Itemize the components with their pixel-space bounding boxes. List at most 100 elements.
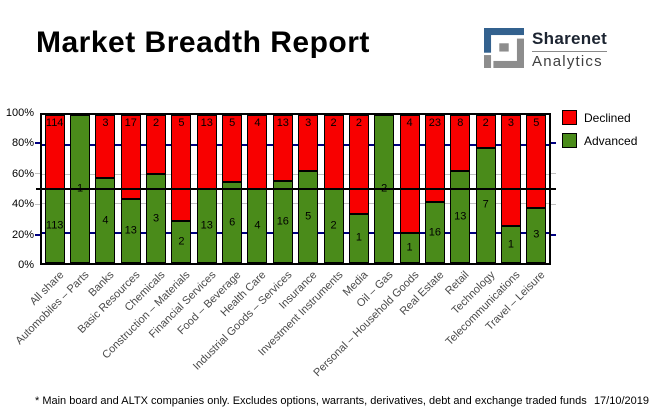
segment-advanced: 16 bbox=[424, 202, 445, 263]
advanced-value-label: 3 bbox=[153, 212, 160, 225]
declined-value-label: 3 bbox=[305, 117, 312, 129]
segment-declined: 2 bbox=[348, 115, 369, 214]
advanced-value-label: 2 bbox=[178, 235, 185, 248]
segment-advanced: 16 bbox=[272, 181, 293, 263]
chart-legend: Declined Advanced bbox=[562, 110, 637, 156]
declined-value-label: 5 bbox=[178, 117, 185, 129]
advanced-value-label: 16 bbox=[428, 226, 442, 239]
advanced-value-label: 4 bbox=[254, 219, 261, 232]
axis-tick-60 bbox=[35, 173, 40, 175]
advanced-value-label: 4 bbox=[102, 214, 109, 227]
footer-date: 17/10/2019 bbox=[593, 395, 649, 407]
gridline-20 bbox=[42, 232, 549, 235]
advanced-value-label: 1 bbox=[406, 241, 413, 254]
segment-declined: 3 bbox=[95, 115, 116, 179]
segment-advanced: 13 bbox=[450, 171, 471, 263]
segment-advanced: 13 bbox=[196, 189, 217, 263]
declined-value-label: 114 bbox=[45, 117, 64, 129]
advanced-value-label: 113 bbox=[45, 219, 64, 232]
y-axis-label-100: 100% bbox=[5, 107, 34, 119]
advanced-value-label: 13 bbox=[454, 210, 467, 223]
segment-advanced: 1 bbox=[348, 213, 369, 263]
advanced-value-label: 16 bbox=[276, 215, 289, 228]
logo-text: Sharenet Analytics bbox=[532, 27, 608, 70]
segment-declined: 114 bbox=[44, 115, 65, 190]
legend-label: Advanced bbox=[584, 133, 638, 148]
declined-value-label: 2 bbox=[355, 117, 362, 129]
segment-advanced: 2 bbox=[171, 220, 192, 263]
axis-tick-20 bbox=[35, 233, 40, 236]
axis-tick-40 bbox=[551, 203, 556, 205]
logo-subtitle: Analytics bbox=[532, 52, 603, 70]
segment-declined: 5 bbox=[222, 115, 243, 183]
advanced-value-label: 2 bbox=[330, 219, 337, 232]
declined-value-label: 3 bbox=[102, 117, 109, 129]
y-axis-label-40: 40% bbox=[11, 198, 34, 211]
advanced-value-label: 13 bbox=[124, 224, 137, 237]
segment-advanced: 1 bbox=[399, 233, 420, 263]
bar-retail: 8 13 bbox=[450, 115, 471, 263]
advanced-value-label: 5 bbox=[305, 210, 312, 223]
segment-advanced: 4 bbox=[95, 178, 116, 263]
segment-advanced: 5 bbox=[298, 170, 319, 263]
bar-all-share: 114 113 bbox=[44, 115, 65, 263]
logo-name: Sharenet bbox=[532, 29, 608, 48]
declined-value-label: 3 bbox=[507, 117, 515, 129]
segment-declined: 23 bbox=[424, 115, 445, 203]
segment-declined: 17 bbox=[120, 115, 141, 199]
declined-value-label: 5 bbox=[533, 117, 540, 129]
sharenet-logo: Sharenet Analytics bbox=[484, 27, 608, 70]
legend-swatch-declined bbox=[562, 110, 577, 125]
gridline-40 bbox=[42, 203, 549, 205]
segment-declined: 4 bbox=[399, 115, 420, 234]
advanced-value-label: 13 bbox=[200, 219, 213, 232]
declined-value-label: 2 bbox=[330, 117, 337, 129]
segment-advanced: 13 bbox=[120, 198, 141, 263]
segment-declined: 3 bbox=[500, 115, 521, 226]
axis-tick-60 bbox=[551, 173, 556, 175]
bar-financial-services: 13 13 bbox=[196, 115, 217, 263]
fifty-percent-line bbox=[36, 188, 556, 190]
declined-value-label: 23 bbox=[428, 117, 442, 129]
segment-advanced: 3 bbox=[146, 174, 167, 263]
advanced-value-label: 3 bbox=[533, 228, 540, 241]
segment-declined: 5 bbox=[171, 115, 192, 221]
declined-value-label: 17 bbox=[124, 117, 137, 129]
segment-advanced: 2 bbox=[323, 189, 344, 263]
declined-value-label: 2 bbox=[153, 117, 160, 129]
sharenet-logo-icon bbox=[484, 28, 524, 68]
y-axis-label-80: 80% bbox=[11, 137, 34, 150]
axis-tick-40 bbox=[35, 203, 40, 205]
segment-advanced: 4 bbox=[247, 189, 268, 263]
axis-tick-80 bbox=[35, 142, 40, 145]
segment-declined: 3 bbox=[298, 115, 319, 171]
axis-tick-20 bbox=[551, 233, 556, 236]
gridline-60 bbox=[42, 173, 549, 175]
segment-declined: 2 bbox=[475, 115, 496, 148]
declined-value-label: 8 bbox=[457, 117, 464, 129]
y-axis-label-60: 60% bbox=[11, 167, 34, 180]
logo-divider bbox=[532, 50, 608, 52]
gridline-80 bbox=[42, 143, 549, 146]
declined-value-label: 4 bbox=[254, 117, 261, 129]
bar-basic-resources: 17 13 bbox=[120, 115, 141, 263]
declined-value-label: 13 bbox=[276, 117, 289, 129]
y-axis-label-0: 0% bbox=[18, 259, 34, 271]
page-title: Market Breadth Report bbox=[36, 26, 370, 59]
axis-tick-80 bbox=[551, 142, 556, 145]
advanced-value-label: 6 bbox=[229, 216, 236, 229]
advanced-value-label: 1 bbox=[355, 231, 362, 244]
declined-value-label: 4 bbox=[406, 117, 413, 129]
segment-declined: 13 bbox=[196, 115, 217, 189]
segment-advanced: 6 bbox=[222, 182, 243, 263]
